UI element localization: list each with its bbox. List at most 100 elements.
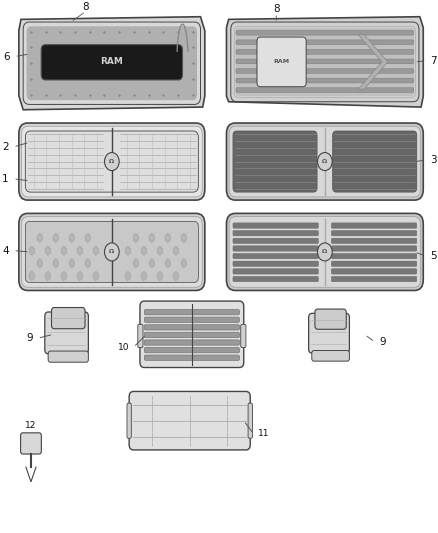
Polygon shape	[53, 233, 59, 243]
FancyBboxPatch shape	[236, 59, 414, 64]
FancyBboxPatch shape	[233, 254, 318, 259]
Text: Ω: Ω	[322, 249, 328, 254]
Polygon shape	[226, 17, 423, 107]
FancyBboxPatch shape	[129, 391, 250, 450]
FancyBboxPatch shape	[144, 332, 240, 337]
Polygon shape	[141, 246, 147, 255]
Polygon shape	[29, 271, 35, 281]
FancyBboxPatch shape	[45, 312, 88, 354]
FancyBboxPatch shape	[233, 277, 318, 282]
FancyBboxPatch shape	[25, 221, 198, 282]
FancyBboxPatch shape	[19, 123, 205, 200]
FancyBboxPatch shape	[140, 301, 244, 368]
FancyBboxPatch shape	[229, 216, 420, 287]
FancyBboxPatch shape	[144, 310, 240, 315]
Text: 2: 2	[2, 142, 9, 152]
Circle shape	[105, 152, 119, 171]
FancyBboxPatch shape	[21, 126, 202, 197]
Polygon shape	[93, 271, 99, 281]
Polygon shape	[157, 271, 162, 281]
Polygon shape	[133, 233, 138, 243]
Polygon shape	[149, 233, 155, 243]
Polygon shape	[165, 259, 170, 268]
Polygon shape	[141, 271, 147, 281]
Text: 11: 11	[258, 430, 269, 439]
Polygon shape	[181, 259, 187, 268]
FancyBboxPatch shape	[144, 325, 240, 330]
FancyBboxPatch shape	[233, 223, 318, 228]
FancyBboxPatch shape	[236, 28, 414, 96]
Polygon shape	[69, 259, 74, 268]
Polygon shape	[69, 233, 74, 243]
Text: 12: 12	[25, 422, 37, 431]
Polygon shape	[85, 259, 91, 268]
FancyBboxPatch shape	[236, 30, 414, 35]
FancyBboxPatch shape	[48, 351, 88, 362]
Polygon shape	[45, 271, 50, 281]
FancyBboxPatch shape	[236, 78, 414, 83]
FancyBboxPatch shape	[257, 37, 306, 87]
Polygon shape	[29, 246, 35, 255]
FancyBboxPatch shape	[21, 216, 202, 287]
Polygon shape	[37, 233, 42, 243]
Polygon shape	[77, 246, 83, 255]
Text: 10: 10	[118, 343, 129, 352]
Polygon shape	[173, 246, 179, 255]
FancyBboxPatch shape	[332, 254, 417, 259]
Polygon shape	[93, 246, 99, 255]
FancyBboxPatch shape	[233, 238, 318, 244]
FancyBboxPatch shape	[233, 269, 318, 274]
FancyBboxPatch shape	[236, 50, 414, 54]
Circle shape	[318, 152, 332, 171]
FancyBboxPatch shape	[144, 317, 240, 322]
FancyBboxPatch shape	[144, 348, 240, 353]
Polygon shape	[157, 246, 162, 255]
FancyBboxPatch shape	[332, 223, 417, 228]
Polygon shape	[53, 259, 59, 268]
FancyBboxPatch shape	[332, 246, 417, 251]
Polygon shape	[37, 259, 42, 268]
FancyBboxPatch shape	[21, 433, 41, 454]
FancyBboxPatch shape	[233, 231, 318, 236]
FancyBboxPatch shape	[236, 88, 414, 93]
Polygon shape	[181, 233, 187, 243]
FancyBboxPatch shape	[236, 69, 414, 74]
Text: 3: 3	[430, 155, 436, 165]
Text: 7: 7	[430, 56, 436, 66]
Polygon shape	[149, 259, 155, 268]
Text: 6: 6	[4, 52, 10, 62]
Polygon shape	[358, 35, 388, 89]
FancyBboxPatch shape	[233, 246, 318, 251]
Text: 4: 4	[2, 246, 9, 256]
FancyBboxPatch shape	[248, 403, 252, 438]
FancyBboxPatch shape	[27, 26, 197, 100]
Polygon shape	[173, 271, 179, 281]
FancyBboxPatch shape	[226, 213, 423, 290]
FancyBboxPatch shape	[312, 351, 350, 361]
Text: 5: 5	[430, 251, 436, 261]
Polygon shape	[77, 271, 83, 281]
FancyBboxPatch shape	[41, 45, 183, 80]
Polygon shape	[61, 271, 67, 281]
FancyBboxPatch shape	[144, 355, 240, 360]
Text: 8: 8	[273, 4, 279, 14]
FancyBboxPatch shape	[332, 269, 417, 274]
Polygon shape	[125, 271, 131, 281]
Text: RAM: RAM	[100, 56, 123, 66]
FancyBboxPatch shape	[241, 325, 246, 348]
FancyBboxPatch shape	[138, 325, 143, 348]
Polygon shape	[85, 233, 91, 243]
FancyBboxPatch shape	[229, 126, 420, 197]
Circle shape	[318, 243, 332, 261]
FancyBboxPatch shape	[144, 340, 240, 345]
FancyBboxPatch shape	[332, 277, 417, 282]
FancyBboxPatch shape	[236, 40, 414, 45]
Polygon shape	[45, 246, 50, 255]
Polygon shape	[19, 17, 205, 110]
FancyBboxPatch shape	[226, 123, 423, 200]
Polygon shape	[165, 233, 170, 243]
Text: 8: 8	[83, 2, 89, 12]
Polygon shape	[61, 246, 67, 255]
Text: 9: 9	[26, 333, 33, 343]
FancyBboxPatch shape	[19, 213, 205, 290]
